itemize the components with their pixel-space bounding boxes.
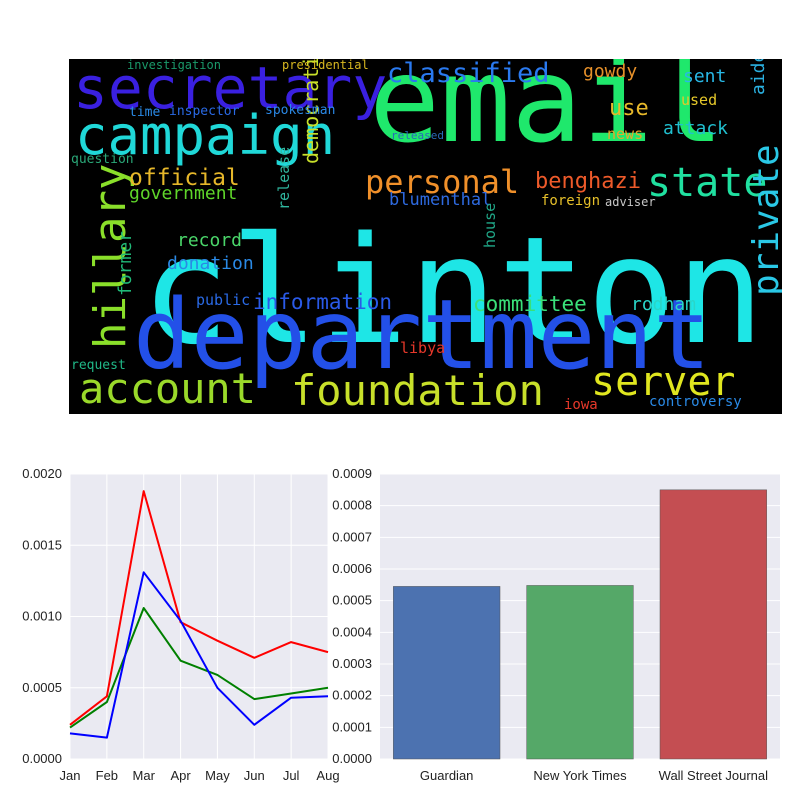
line-chart-x-tick-label: Apr: [170, 768, 191, 783]
line-chart-y-tick-label: 0.0010: [22, 609, 62, 624]
line-chart-x-tick-label: Jun: [244, 768, 265, 783]
bar-chart-x-tick-label: Wall Street Journal: [659, 768, 768, 783]
word-clinton: clinton: [141, 205, 765, 377]
word-inspector: inspector: [169, 104, 240, 119]
word-public: public: [196, 291, 251, 309]
word-classified: classified: [387, 59, 550, 89]
word-foreign: foreign: [541, 193, 601, 209]
line-chart-y-tick-label: 0.0000: [22, 751, 62, 766]
bar-new-york-times: [526, 585, 634, 760]
bar-chart-y-tick-label: 0.0001: [332, 719, 372, 734]
word-used: used: [681, 91, 718, 109]
word-news: news: [607, 125, 644, 143]
bar-chart-y-tick-label: 0.0007: [332, 529, 372, 544]
word-blumenthal: blumenthal: [389, 190, 492, 210]
word-rodham: rodham: [631, 294, 697, 315]
bar-chart-y-tick-label: 0.0002: [332, 688, 372, 703]
line-chart-x-tick-label: Mar: [133, 768, 156, 783]
word-adviser: adviser: [605, 195, 656, 209]
word-campaign: campaign: [75, 104, 336, 167]
line-series-1: [69, 490, 329, 726]
word-government: government: [129, 183, 238, 204]
word-request: request: [71, 358, 126, 373]
line-chart-x-tick-label: Jan: [60, 768, 81, 783]
bar-chart-y-tick-label: 0.0004: [332, 624, 372, 639]
word-investigation: investigation: [127, 59, 221, 72]
word-email: email: [369, 59, 725, 169]
word-attack: attack: [663, 118, 729, 139]
bar-chart-y-tick-label: 0.0005: [332, 593, 372, 608]
word-libya: libya: [400, 339, 446, 357]
word-question: question: [71, 152, 134, 167]
word-use: use: [609, 96, 649, 121]
bar-chart-x-tick-label: New York Times: [533, 768, 627, 783]
word-donation: donation: [167, 253, 254, 274]
word-committee: committee: [473, 292, 587, 316]
word-foundation: foundation: [291, 366, 544, 414]
line-chart-x-tick-label: Aug: [316, 768, 339, 783]
word-personal: personal: [365, 163, 520, 201]
word-secretary: secretary: [73, 59, 388, 122]
word-spokesman: spokesman: [265, 103, 336, 118]
line-chart-x-tick-label: Jul: [283, 768, 300, 783]
word-iowa: iowa: [564, 397, 598, 413]
word-benghazi: benghazi: [535, 169, 641, 194]
bar-chart-y-tick-label: 0.0006: [332, 561, 372, 576]
word-time: time: [129, 105, 161, 120]
word-presidential: presidential: [282, 59, 369, 72]
bar-chart-y-tick-label: 0.0000: [332, 751, 372, 766]
word-department: department: [133, 279, 711, 391]
bar-chart: 0.0000 0.0001 0.0002 0.0003 0.0004 0.0005 0.00…: [332, 466, 780, 783]
line-series-2: [69, 607, 329, 729]
line-series-3: [69, 571, 329, 739]
word-sent: sent: [683, 66, 727, 87]
bar-chart-y-tick-label: 0.0009: [332, 466, 372, 481]
bar-wall-street-journal: [659, 489, 767, 760]
word-record: record: [177, 230, 243, 251]
line-chart-y-tick-label: 0.0020: [22, 466, 62, 481]
bar-chart-x-tick-label: Guardian: [420, 768, 473, 783]
word-server: server: [591, 359, 736, 405]
bar-chart-y-tick-label: 0.0003: [332, 656, 372, 671]
word-state: state: [647, 160, 768, 206]
word-cloud: clinton email department secretary campaign h…: [69, 59, 782, 414]
bar-guardian: [393, 586, 501, 760]
line-chart: Jan Feb Mar Apr May Jun Jul Aug 0.0000 0.0005 0.00…: [22, 466, 339, 783]
word-information: information: [253, 290, 393, 314]
word-released: released: [391, 129, 444, 142]
word-controversy: controversy: [649, 394, 742, 410]
word-account: account: [79, 364, 257, 413]
bar-chart-y-tick-label: 0.0008: [332, 498, 372, 513]
line-chart-x-tick-label: Feb: [96, 768, 118, 783]
line-chart-x-tick-label: May: [205, 768, 230, 783]
line-chart-y-tick-label: 0.0015: [22, 537, 62, 552]
word-official: official: [129, 165, 240, 191]
word-gowdy: gowdy: [583, 61, 638, 82]
line-chart-y-tick-label: 0.0005: [22, 680, 62, 695]
